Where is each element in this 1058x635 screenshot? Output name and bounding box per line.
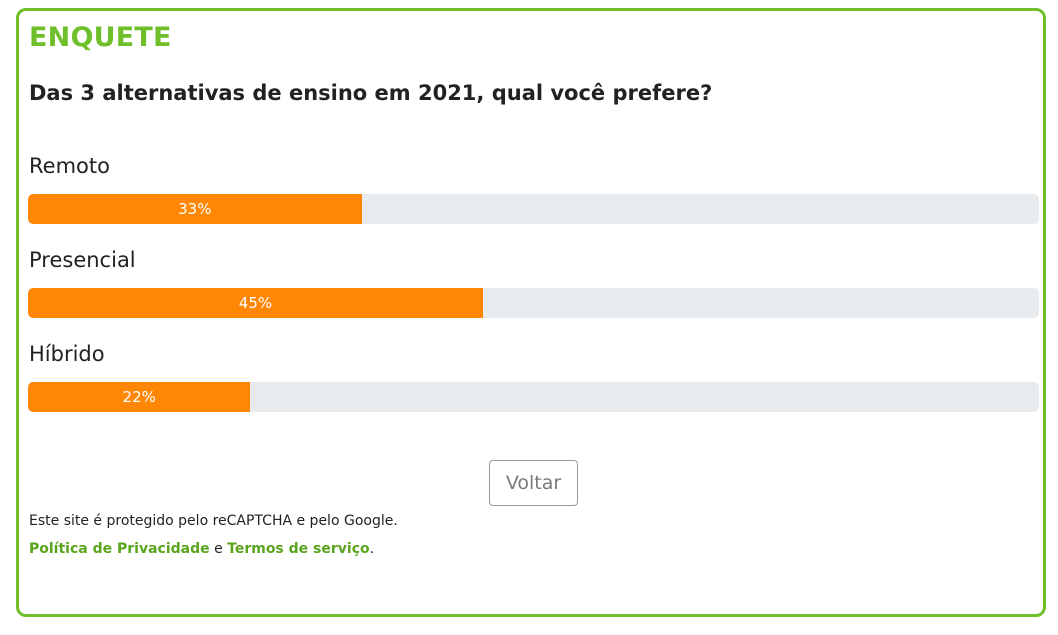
result-percent: 33% <box>178 200 212 218</box>
option-label: Híbrido <box>29 342 105 366</box>
option-label: Presencial <box>29 248 136 272</box>
recaptcha-links: Política de Privacidade e Termos de serv… <box>29 541 374 557</box>
links-conjunction: e <box>214 541 223 557</box>
recaptcha-note: Este site é protegido pelo reCAPTCHA e p… <box>29 513 398 529</box>
result-bar-fill: 45% <box>28 288 483 318</box>
links-period: . <box>369 541 375 557</box>
result-bar-track: 22% <box>28 382 1039 412</box>
privacy-policy-link[interactable]: Política de Privacidade <box>29 541 210 557</box>
result-percent: 22% <box>122 388 156 406</box>
result-bar-fill: 22% <box>28 382 251 412</box>
terms-of-service-link[interactable]: Termos de serviço <box>227 541 370 557</box>
poll-question: Das 3 alternativas de ensino em 2021, qu… <box>29 81 713 105</box>
result-bar-fill: 33% <box>28 194 362 224</box>
option-label: Remoto <box>29 154 110 178</box>
poll-card: ENQUETE Das 3 alternativas de ensino em … <box>16 8 1046 617</box>
poll-heading: ENQUETE <box>29 22 172 53</box>
result-bar-track: 45% <box>28 288 1039 318</box>
result-bar-track: 33% <box>28 194 1039 224</box>
result-percent: 45% <box>238 294 273 312</box>
back-button[interactable]: Voltar <box>489 460 578 506</box>
